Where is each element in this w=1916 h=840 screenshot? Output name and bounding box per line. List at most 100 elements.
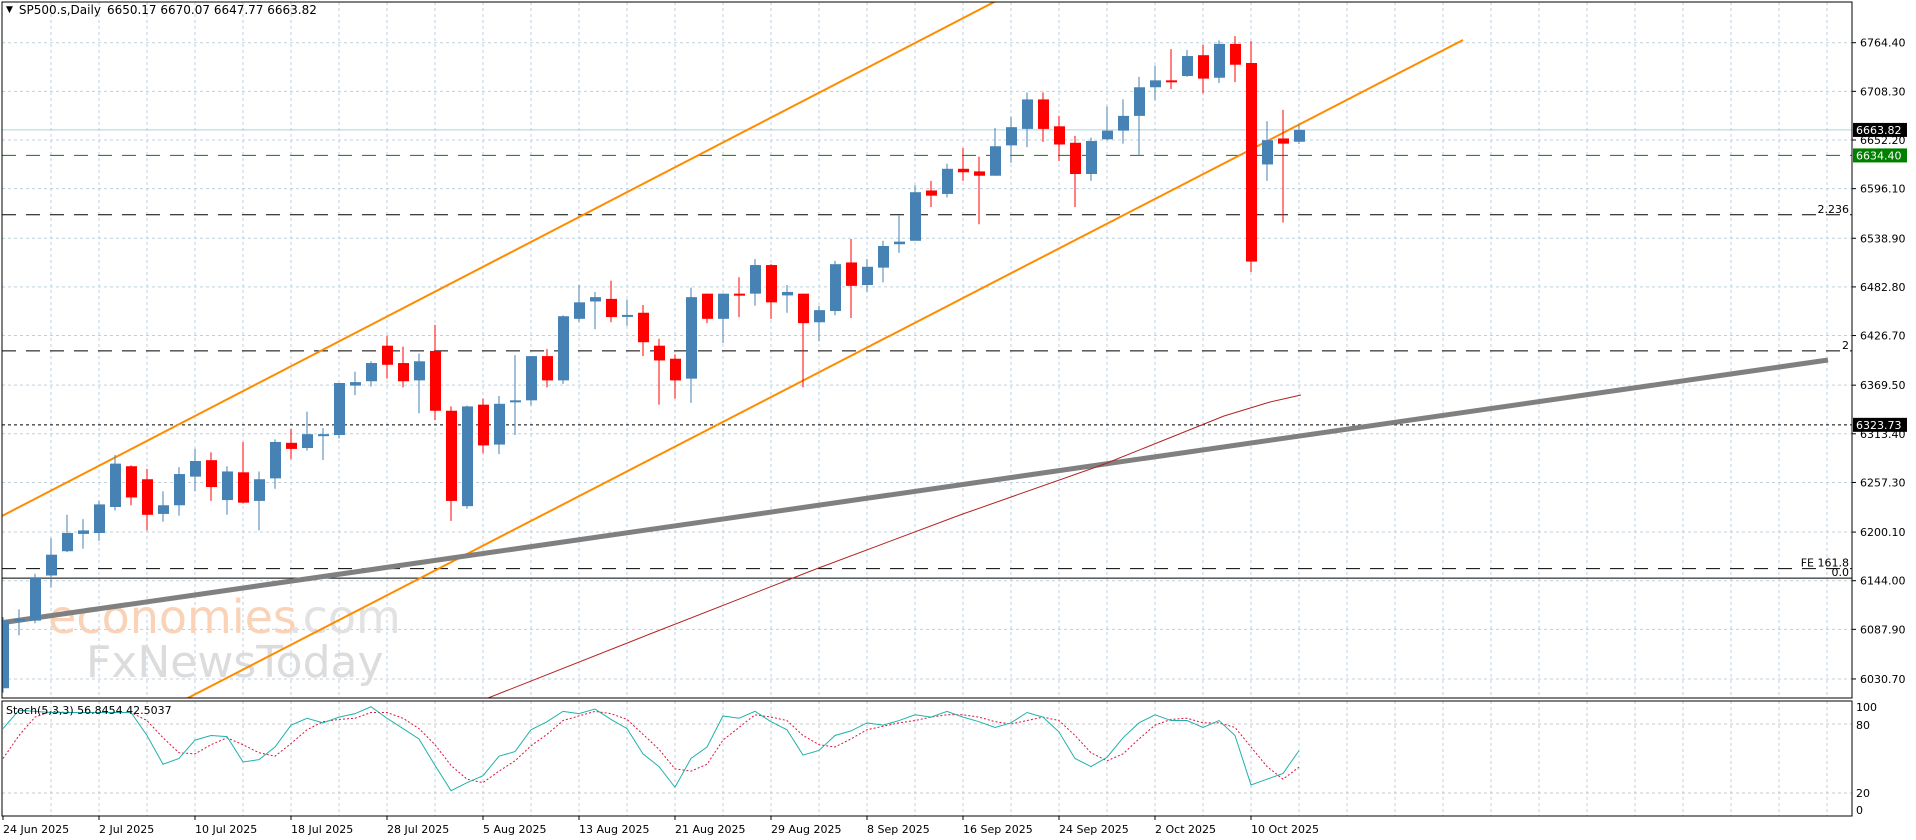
candle-bull (782, 291, 793, 296)
price-tag: 6634.40 (1856, 149, 1902, 162)
x-tick-label: 8 Sep 2025 (867, 823, 930, 836)
candle-bear (606, 298, 617, 318)
level-label: FE 161.8 (1801, 557, 1849, 570)
y-tick-label: 6144.00 (1860, 575, 1906, 588)
candle-bull (574, 302, 585, 319)
candle-bear (1054, 126, 1065, 145)
stoch-tick-label: 20 (1856, 787, 1870, 800)
candle-bull (494, 403, 505, 445)
candle-bear (1230, 43, 1241, 65)
candle-bull (462, 406, 473, 507)
symbol-timeframe: SP500.s,Daily (18, 3, 101, 17)
x-tick-label: 5 Aug 2025 (483, 823, 546, 836)
level-label: 2 (1842, 339, 1849, 352)
main-panel: economies.comFxNewsToday (2, 2, 1852, 698)
candle-bull (174, 474, 185, 506)
price-tag-bg (1853, 417, 1907, 432)
candle-bull (990, 146, 1001, 176)
collapse-triangle-icon[interactable]: ▼ (6, 5, 13, 15)
y-tick-label: 6257.30 (1860, 476, 1906, 489)
candle-bull (1214, 43, 1225, 78)
candle-bull (318, 434, 329, 437)
stoch-k-line (2, 706, 1300, 792)
candle-bull (1150, 80, 1161, 88)
candle-bull (46, 554, 57, 576)
x-tick-label: 24 Sep 2025 (1059, 823, 1129, 836)
watermark-fxnewstoday: FxNewsToday (86, 637, 384, 688)
y-tick-label: 6200.10 (1860, 526, 1906, 539)
candle-bull (62, 533, 73, 552)
candle-bear (206, 460, 217, 488)
y-tick-label: 6764.40 (1860, 37, 1906, 50)
candle-bull (1022, 99, 1033, 129)
x-tick-label: 21 Aug 2025 (675, 823, 745, 836)
level-label: 0.0 (1832, 566, 1850, 579)
candle-bull (718, 293, 729, 319)
candle-bull (1134, 87, 1145, 116)
price-tag-bg (1853, 148, 1907, 163)
y-tick-label: 6482.80 (1860, 281, 1906, 294)
candle-bear (702, 293, 713, 319)
candle-bull (1294, 129, 1305, 142)
x-tick-label: 10 Oct 2025 (1251, 823, 1319, 836)
y-tick-label: 6087.90 (1860, 623, 1906, 636)
y-tick-label: 6708.30 (1860, 85, 1906, 98)
candle-bull (254, 479, 265, 501)
candle-bull (830, 264, 841, 312)
candle-bull (302, 434, 313, 449)
candle-bull (862, 266, 873, 285)
candle-bear (238, 472, 249, 503)
candle-bull (78, 530, 89, 534)
candle-bear (1198, 55, 1209, 79)
candle-bear (734, 293, 745, 296)
candle-bull (2, 620, 9, 689)
main-panel-border (1, 1, 1853, 699)
x-tick-label: 2 Jul 2025 (99, 823, 154, 836)
y-tick-label: 6596.10 (1860, 183, 1906, 196)
candle-bear (382, 345, 393, 365)
chart-header: ▼ SP500.s,Daily 6650.17 6670.07 6647.77 … (6, 3, 317, 17)
stoch-tick-label: 80 (1856, 719, 1870, 732)
stoch-tick-label: 0 (1856, 804, 1863, 817)
stoch-d-line (2, 710, 1300, 784)
candle-bull (222, 471, 233, 501)
candle-bull (1086, 141, 1097, 174)
stochastic-header: Stoch(5,3,3) 56.8454 42.5037 (6, 704, 172, 717)
stoch-tick-label: 100 (1856, 701, 1877, 714)
y-tick-label: 6652.20 (1860, 134, 1906, 147)
x-tick-label: 29 Aug 2025 (771, 823, 841, 836)
candle-bull (158, 505, 169, 514)
candle-bull (1262, 140, 1273, 165)
y-tick-label: 6369.50 (1860, 379, 1906, 392)
candle-bear (1070, 142, 1081, 174)
candle-bear (1166, 80, 1177, 83)
candle-bear (958, 168, 969, 173)
candle-bear (1278, 138, 1289, 144)
candle-bull (190, 461, 201, 477)
y-tick-label: 6538.90 (1860, 232, 1906, 245)
y-tick-label: 6030.70 (1860, 673, 1906, 686)
candle-bull (30, 577, 41, 621)
candle-bear (478, 404, 489, 446)
candle-bull (686, 297, 697, 379)
candle-bull (942, 168, 953, 194)
candle-bull (94, 504, 105, 534)
candle-bull (414, 361, 425, 381)
stochastic-values: 56.8454 42.5037 (77, 704, 172, 717)
x-tick-label: 16 Sep 2025 (963, 823, 1033, 836)
trend-line (2, 357, 1829, 626)
candle-bear (974, 171, 985, 176)
candle-bull (558, 316, 569, 381)
x-tick-label: 2 Oct 2025 (1155, 823, 1216, 836)
stoch-panel-border (1, 700, 1853, 817)
candle-bear (126, 466, 137, 498)
channel-upper-line (2, 2, 997, 518)
candle-bear (926, 190, 937, 196)
level-label: 2.236 (1818, 203, 1850, 216)
candle-bull (622, 314, 633, 317)
candle-bull (814, 310, 825, 323)
x-tick-label: 28 Jul 2025 (387, 823, 449, 836)
candle-bull (1102, 130, 1113, 140)
candle-bull (270, 441, 281, 479)
